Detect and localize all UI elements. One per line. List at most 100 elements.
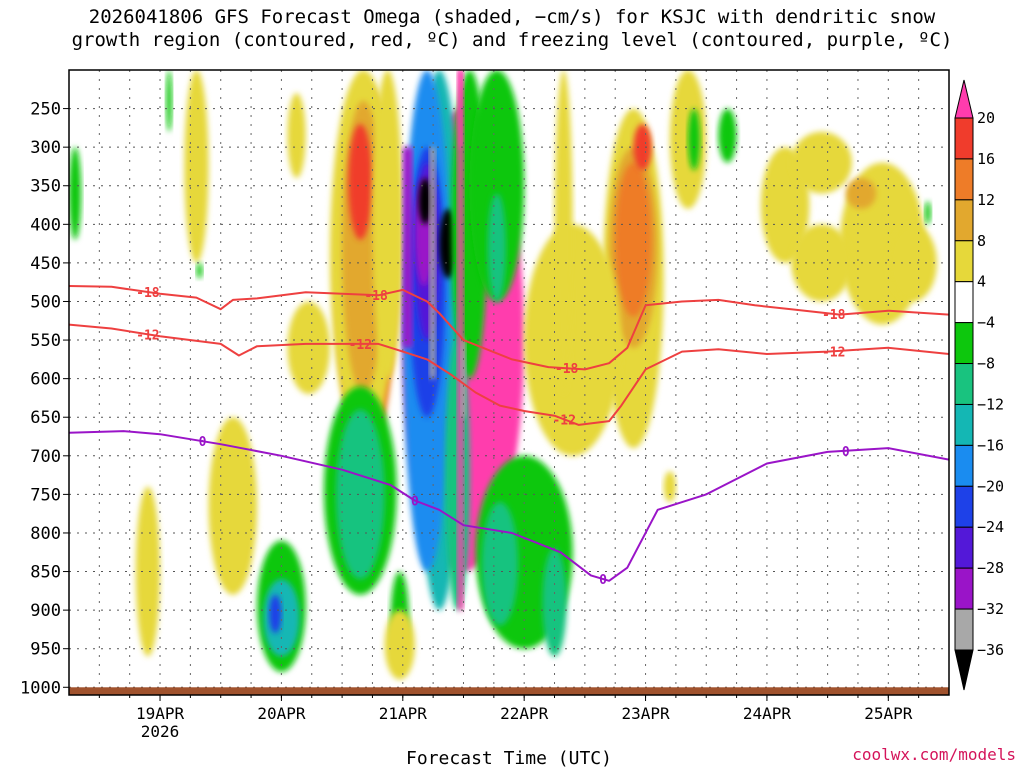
omega-cell (135, 486, 161, 657)
omega-cell (69, 147, 82, 240)
colorbar-level-label: −32 (977, 600, 1004, 618)
colorbar-level-label: 4 (977, 273, 986, 291)
y-tick-label: 350 (30, 177, 61, 197)
y-tick-label: 650 (30, 408, 61, 428)
x-tick-sublabel: 2026 (141, 722, 180, 741)
contour-label: -12 (349, 338, 372, 353)
colorbar-box (954, 240, 974, 283)
omega-cell (924, 201, 931, 225)
colorbar-box (954, 608, 974, 651)
omega-cell (791, 131, 852, 194)
omega-cell (524, 224, 622, 456)
omega-cell (418, 178, 432, 225)
colorbar-box (954, 158, 974, 201)
x-tick-label: 23APR (621, 704, 670, 723)
colorbar: 20 16 12 8 4 −4 −8 −12 −16 −20 −24 −28 −32 −36 (954, 79, 1004, 691)
y-tick-label: 500 (30, 292, 61, 312)
omega-cell (845, 178, 877, 209)
omega-cell (287, 93, 306, 179)
contour-label: -12 (136, 328, 159, 343)
omega-cell (718, 108, 737, 163)
contour-label: 0 (842, 445, 850, 460)
colorbar-level-label: 8 (977, 232, 986, 250)
omega-cell (888, 224, 937, 302)
y-tick-label: 850 (30, 563, 61, 583)
omega-cell (196, 262, 203, 279)
y-tick-label: 450 (30, 254, 61, 274)
y-tick-label: 750 (30, 485, 61, 505)
omega-cell (384, 610, 415, 680)
contour-line--12 (69, 323, 949, 426)
colorbar-box (954, 199, 974, 242)
omega-cell (481, 502, 519, 626)
colorbar-cap-bottom (954, 649, 974, 691)
contour-label: -18 (364, 289, 388, 304)
omega-cell (184, 70, 209, 263)
y-tick-label: 550 (30, 331, 61, 351)
chart-title: 2026041806 GFS Forecast Omega (shaded, −… (0, 6, 1024, 52)
omega-cell (336, 409, 385, 580)
y-tick-label: 300 (30, 138, 61, 158)
colorbar-box (954, 117, 974, 160)
colorbar-level-label: 16 (977, 150, 995, 168)
omega-cell (554, 70, 573, 395)
colorbar-box (954, 485, 974, 528)
colorbar-level-label: −28 (977, 559, 1004, 577)
omega-strip (458, 70, 463, 148)
omega-cell (663, 471, 676, 503)
title-line-2: growth region (contoured, red, ºC) and f… (71, 29, 953, 51)
omega-cell (487, 193, 506, 302)
contour-label: 0 (411, 495, 419, 510)
omega-cell (669, 70, 707, 209)
y-tick-label: 950 (30, 640, 61, 660)
x-tick-label: 20APR (257, 704, 306, 723)
x-axis-label: Forecast Time (UTC) (406, 748, 612, 768)
contour-label: 0 (199, 435, 207, 450)
x-tick-label: 21APR (379, 704, 428, 723)
colorbar-box (954, 403, 974, 446)
colorbar-level-label: −36 (977, 641, 1004, 659)
colorbar-level-label: −20 (977, 477, 1004, 495)
omega-cell (372, 70, 403, 379)
colorbar-level-label: 20 (977, 109, 995, 127)
colorbar-level-label: −8 (977, 355, 995, 373)
y-tick-label: 400 (30, 215, 61, 235)
colorbar-level-label: −4 (977, 314, 995, 332)
omega-strip (457, 70, 464, 611)
contour-label: -18 (555, 362, 579, 377)
x-tick-label: 25APR (864, 704, 913, 723)
plot-frame (68, 69, 950, 696)
omega-cell (269, 594, 282, 634)
y-tick-label: 800 (30, 524, 61, 544)
x-tick-label: 24APR (743, 704, 792, 723)
omega-cell (263, 579, 300, 657)
contour-label: -18 (822, 308, 846, 323)
omega-strip (402, 147, 413, 348)
contour-lines: -18 -18 -18 -18 -12 -12 -12 -12 0 0 0 0 (69, 285, 949, 588)
omega-cell (208, 417, 258, 595)
y-tick-label: 1000 (20, 678, 61, 698)
contour-label: -12 (552, 413, 575, 428)
colorbar-level-label: −24 (977, 518, 1004, 536)
contour-label: 0 (599, 573, 607, 588)
omega-cell (166, 70, 173, 132)
y-tick-label: 900 (30, 601, 61, 621)
colorbar-cap-top (954, 79, 974, 119)
y-tick-label: 700 (30, 447, 61, 467)
omega-cell (348, 124, 373, 240)
x-tick-label: 22APR (500, 704, 549, 723)
omega-cell (469, 70, 525, 302)
y-tick-label: 250 (30, 100, 61, 120)
omega-strip (429, 147, 436, 379)
omega-cell (633, 124, 652, 171)
colorbar-box (954, 444, 974, 487)
contour-line-0 (69, 430, 949, 582)
credit-text: coolwx.com/models (852, 745, 1016, 764)
omega-cell (287, 301, 330, 395)
omega-strip (461, 340, 466, 418)
colorbar-level-label: −12 (977, 395, 1004, 413)
ground-surface (69, 687, 949, 695)
colorbar-box (954, 281, 974, 324)
